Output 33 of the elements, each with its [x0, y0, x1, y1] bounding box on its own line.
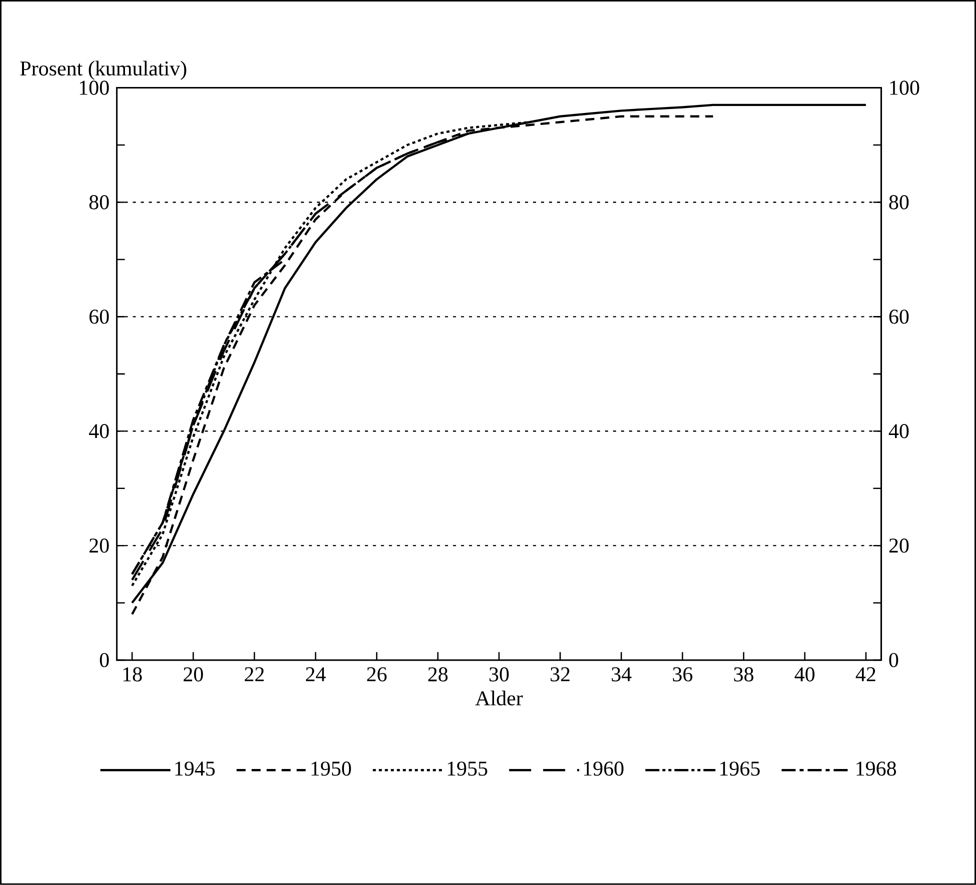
y2-tick-label: 100 — [890, 80, 920, 95]
legend-label: 1955 — [448, 762, 488, 776]
x-tick-label: 42 — [856, 667, 876, 682]
x-tick-label: 38 — [734, 667, 754, 682]
y-tick-label: 20 — [90, 538, 109, 553]
y-tick-label: 0 — [100, 653, 109, 668]
y-tick-label: 100 — [80, 80, 109, 95]
x-tick-label: 28 — [428, 667, 448, 682]
legend-label: 1950 — [312, 762, 351, 776]
y2-tick-label: 20 — [889, 538, 909, 553]
y-tick-label: 80 — [89, 195, 109, 210]
x-tick-label: 30 — [490, 667, 509, 682]
x-tick-label: 18 — [123, 667, 142, 682]
x-tick-label: 22 — [244, 667, 264, 682]
y2-tick-label: 0 — [889, 653, 898, 668]
legend-label: 1945 — [175, 762, 215, 776]
x-tick-label: 36 — [672, 667, 692, 682]
x-tick-label: 32 — [550, 667, 570, 682]
y2-tick-label: 40 — [888, 424, 909, 438]
y-tick-label: 60 — [90, 310, 109, 324]
x-axis-title: Alder — [475, 690, 523, 706]
x-tick-label: 24 — [306, 667, 326, 682]
y2-tick-label: 80 — [889, 195, 909, 210]
y-axis-title: Prosent (kumulativ) — [20, 60, 186, 80]
legend-label: 1968 — [856, 762, 896, 776]
x-tick-label: 20 — [184, 667, 203, 682]
y-tick-label: 40 — [89, 424, 109, 438]
legend-label: 1960 — [584, 762, 624, 776]
legend-label: 1965 — [720, 762, 760, 776]
x-tick-label: 34 — [612, 667, 632, 682]
y2-tick-label: 60 — [889, 310, 909, 324]
x-tick-label: 26 — [367, 667, 387, 682]
x-tick-label: 40 — [794, 667, 814, 682]
